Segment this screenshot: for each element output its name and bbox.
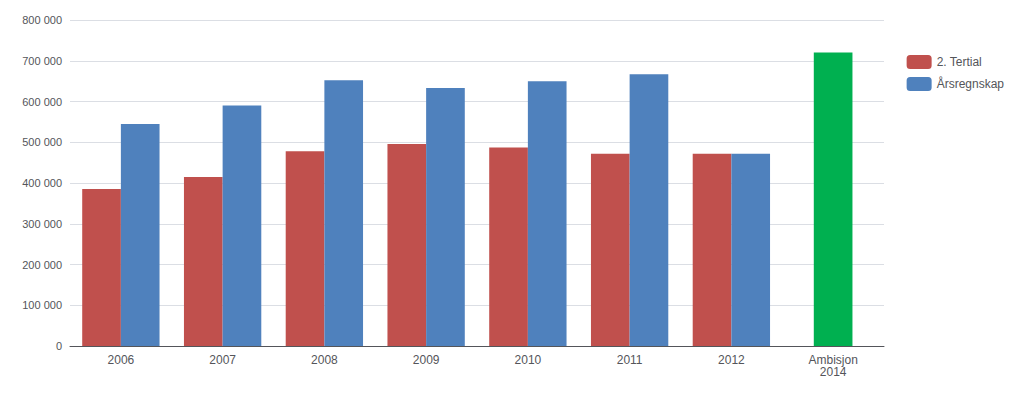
- svg-text:Årsregnskap: Årsregnskap: [937, 76, 1005, 91]
- svg-text:0: 0: [56, 340, 62, 352]
- svg-text:300 000: 300 000: [22, 218, 62, 230]
- svg-text:2007: 2007: [209, 353, 236, 367]
- svg-text:400 000: 400 000: [22, 177, 62, 189]
- svg-text:100 000: 100 000: [22, 299, 62, 311]
- svg-text:Ambisjon: Ambisjon: [808, 353, 858, 367]
- svg-text:2006: 2006: [108, 353, 135, 367]
- svg-text:600 000: 600 000: [22, 96, 62, 108]
- svg-text:700 000: 700 000: [22, 55, 62, 67]
- svg-text:2008: 2008: [311, 353, 338, 367]
- svg-text:2014: 2014: [820, 365, 847, 379]
- svg-text:2012: 2012: [718, 353, 745, 367]
- svg-text:2011: 2011: [617, 353, 643, 367]
- svg-text:500 000: 500 000: [22, 136, 62, 148]
- svg-text:800 000: 800 000: [22, 14, 62, 26]
- svg-text:2009: 2009: [413, 353, 440, 367]
- svg-text:2. Tertial: 2. Tertial: [937, 55, 982, 69]
- svg-text:200 000: 200 000: [22, 259, 62, 271]
- svg-text:2010: 2010: [515, 353, 542, 367]
